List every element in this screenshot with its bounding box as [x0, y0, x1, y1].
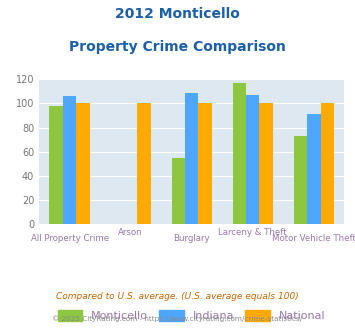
Text: Property Crime Comparison: Property Crime Comparison	[69, 40, 286, 53]
Text: All Property Crime: All Property Crime	[31, 234, 109, 243]
Legend: Monticello, Indiana, National: Monticello, Indiana, National	[54, 306, 330, 326]
Bar	[137, 103, 151, 224]
Bar	[294, 136, 307, 224]
Text: Larceny & Theft: Larceny & Theft	[218, 228, 287, 237]
Bar	[63, 96, 76, 224]
Bar	[233, 83, 246, 224]
Text: 2012 Monticello: 2012 Monticello	[115, 7, 240, 20]
Text: Motor Vehicle Theft: Motor Vehicle Theft	[272, 234, 355, 243]
Bar	[246, 95, 260, 224]
Bar	[171, 158, 185, 224]
Text: Burglary: Burglary	[173, 234, 210, 243]
Bar	[321, 103, 334, 224]
Text: © 2025 CityRating.com - https://www.cityrating.com/crime-statistics/: © 2025 CityRating.com - https://www.city…	[53, 315, 302, 322]
Bar	[185, 92, 198, 224]
Bar	[307, 114, 321, 224]
Text: Compared to U.S. average. (U.S. average equals 100): Compared to U.S. average. (U.S. average …	[56, 292, 299, 301]
Bar	[260, 103, 273, 224]
Text: Arson: Arson	[118, 228, 143, 237]
Bar	[49, 106, 63, 224]
Bar	[76, 103, 90, 224]
Bar	[198, 103, 212, 224]
